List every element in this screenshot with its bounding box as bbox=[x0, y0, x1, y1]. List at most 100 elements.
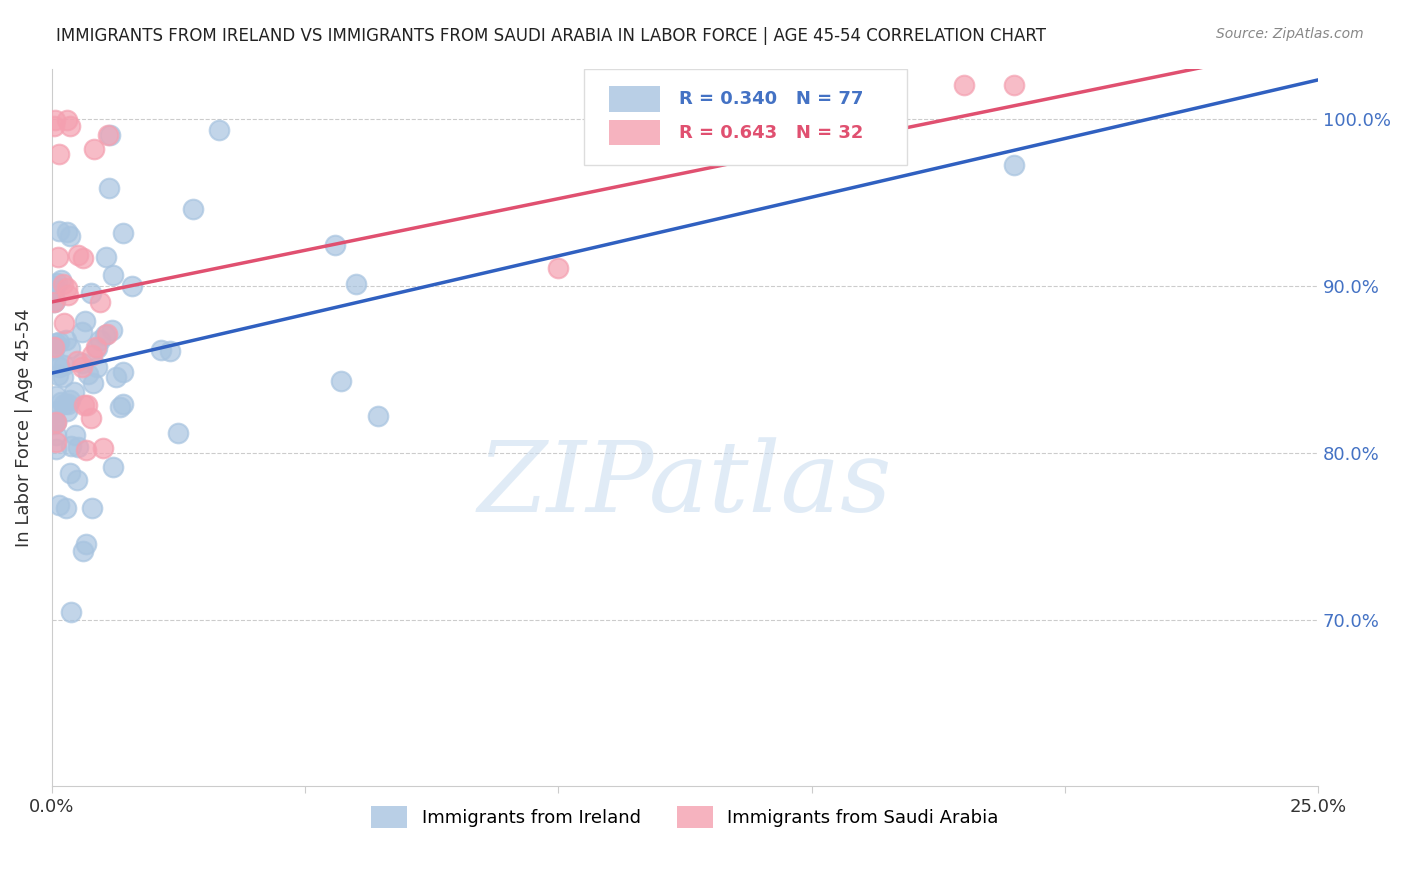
Point bbox=[208, 123, 231, 137]
Point bbox=[59, 439, 82, 453]
Point bbox=[70, 356, 93, 370]
Point bbox=[55, 404, 77, 418]
Point bbox=[84, 340, 107, 354]
Point bbox=[98, 128, 121, 142]
Point bbox=[52, 370, 75, 384]
Point bbox=[59, 341, 82, 355]
Point bbox=[111, 226, 134, 240]
Point bbox=[344, 277, 367, 292]
Y-axis label: In Labor Force | Age 45-54: In Labor Force | Age 45-54 bbox=[15, 309, 32, 547]
Point bbox=[86, 359, 108, 374]
Point bbox=[44, 280, 66, 294]
Point bbox=[44, 342, 66, 356]
Point bbox=[80, 410, 103, 425]
Point bbox=[94, 250, 117, 264]
FancyBboxPatch shape bbox=[583, 69, 907, 165]
Point bbox=[77, 367, 100, 381]
Point bbox=[101, 323, 124, 337]
Point bbox=[51, 272, 73, 286]
Point bbox=[45, 389, 67, 403]
Point bbox=[367, 409, 389, 423]
Point bbox=[48, 147, 70, 161]
Point bbox=[91, 441, 114, 455]
Point bbox=[44, 338, 66, 352]
Point bbox=[82, 501, 104, 516]
Text: ZIPatlas: ZIPatlas bbox=[478, 437, 893, 533]
Point bbox=[62, 385, 84, 400]
Point bbox=[82, 348, 104, 362]
Point bbox=[48, 498, 70, 512]
Text: IMMIGRANTS FROM IRELAND VS IMMIGRANTS FROM SAUDI ARABIA IN LABOR FORCE | AGE 45-: IMMIGRANTS FROM IRELAND VS IMMIGRANTS FR… bbox=[56, 27, 1046, 45]
Point bbox=[45, 415, 67, 429]
Point bbox=[66, 353, 89, 368]
Point bbox=[86, 342, 108, 356]
Point bbox=[44, 417, 66, 431]
Point bbox=[59, 605, 82, 619]
Point bbox=[58, 119, 80, 133]
Legend: Immigrants from Ireland, Immigrants from Saudi Arabia: Immigrants from Ireland, Immigrants from… bbox=[364, 798, 1005, 835]
Point bbox=[63, 428, 86, 442]
Point bbox=[48, 359, 70, 374]
Point bbox=[89, 295, 111, 310]
Point bbox=[44, 285, 66, 300]
Point bbox=[547, 260, 569, 275]
Point bbox=[52, 277, 75, 292]
Point bbox=[44, 113, 66, 128]
Point bbox=[108, 400, 131, 414]
Point bbox=[46, 250, 69, 264]
Point bbox=[55, 333, 77, 347]
Point bbox=[45, 277, 67, 291]
Point bbox=[105, 369, 128, 384]
Point bbox=[96, 326, 118, 341]
Point bbox=[44, 293, 66, 308]
Point bbox=[55, 500, 77, 515]
Point bbox=[66, 248, 89, 262]
Point bbox=[111, 365, 134, 379]
Point bbox=[45, 415, 67, 429]
Point bbox=[48, 334, 70, 349]
Point bbox=[167, 426, 190, 441]
Point bbox=[59, 393, 82, 408]
Point bbox=[52, 397, 75, 411]
Point bbox=[44, 279, 66, 293]
Point bbox=[45, 335, 67, 350]
Text: R = 0.643   N = 32: R = 0.643 N = 32 bbox=[679, 124, 863, 142]
Point bbox=[59, 229, 82, 244]
Point bbox=[66, 473, 89, 487]
Point bbox=[159, 344, 181, 359]
Point bbox=[53, 316, 76, 330]
Point bbox=[329, 374, 352, 388]
Point bbox=[323, 238, 346, 252]
Point bbox=[1002, 158, 1025, 172]
Point bbox=[952, 78, 974, 93]
Point bbox=[44, 340, 66, 354]
Point bbox=[82, 376, 104, 390]
Point bbox=[44, 295, 66, 310]
Point bbox=[56, 225, 79, 239]
Point bbox=[53, 358, 76, 372]
Point bbox=[72, 359, 94, 374]
Point bbox=[80, 286, 103, 301]
Point bbox=[183, 202, 205, 217]
Point bbox=[67, 440, 90, 454]
Point bbox=[111, 397, 134, 411]
Point bbox=[56, 113, 79, 128]
Point bbox=[48, 359, 70, 373]
Point bbox=[49, 394, 72, 409]
Point bbox=[76, 398, 98, 412]
Point bbox=[56, 288, 79, 302]
Point bbox=[97, 181, 120, 195]
Point bbox=[83, 143, 105, 157]
Text: Source: ZipAtlas.com: Source: ZipAtlas.com bbox=[1216, 27, 1364, 41]
Point bbox=[1002, 78, 1025, 93]
Point bbox=[121, 278, 143, 293]
Point bbox=[44, 405, 66, 419]
Point bbox=[48, 224, 70, 238]
Bar bbox=[609, 87, 659, 112]
Point bbox=[44, 119, 66, 133]
Point bbox=[70, 325, 93, 339]
Point bbox=[89, 333, 111, 347]
Point bbox=[75, 313, 97, 327]
Point bbox=[45, 442, 67, 457]
Point bbox=[72, 251, 94, 265]
